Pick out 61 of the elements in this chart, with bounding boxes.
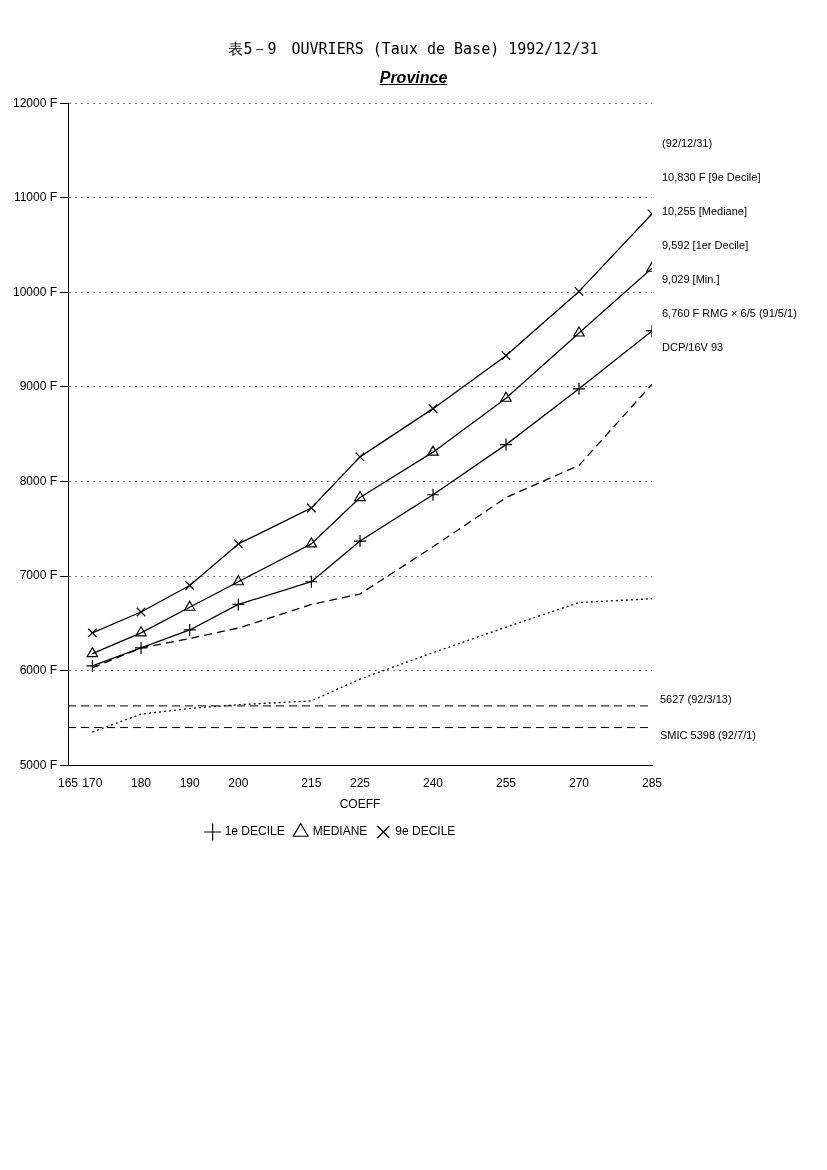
x-tick-label: 165: [58, 775, 79, 790]
chart-subtitle: Province: [378, 69, 449, 87]
point: [232, 575, 245, 586]
point: [86, 647, 99, 658]
x-tick-label: 215: [301, 775, 322, 790]
x-tick-label: 240: [423, 775, 444, 790]
point: [304, 575, 318, 589]
point: [572, 382, 586, 396]
point: [426, 488, 440, 502]
text: 9,029 [Min.]: [662, 273, 720, 287]
y-tick-label: 12000 F: [12, 95, 58, 110]
point: [136, 607, 146, 617]
legend-label: 9e DECILE: [395, 824, 456, 839]
y-tick-label: 7000 F: [19, 568, 58, 583]
x-axis-title: COEFF: [339, 797, 381, 812]
x-tick-label: 190: [179, 775, 201, 790]
point: [354, 490, 366, 502]
point: [134, 641, 148, 655]
point: [501, 350, 511, 361]
text: 10,255 [Mediane]: [662, 205, 748, 219]
text: (92/12/31): [662, 137, 713, 151]
point: [573, 326, 585, 337]
point: [184, 580, 195, 591]
point: [574, 286, 584, 297]
point: [233, 539, 244, 549]
point: [355, 452, 365, 462]
x-tick-label: 270: [568, 775, 590, 790]
text: 10,830 F [9e Decile]: [662, 171, 761, 185]
legend-label: MEDIANE: [312, 824, 368, 839]
x-tick-label: 225: [350, 775, 371, 790]
point: [87, 627, 98, 638]
point: [305, 537, 318, 548]
y-tick-label: 5000 F: [19, 757, 58, 772]
x-tick-label: 180: [131, 775, 152, 790]
legend-label: 1e DECILE: [224, 824, 285, 839]
point: [427, 445, 439, 456]
point: [500, 391, 512, 402]
x-tick-label: 255: [495, 775, 517, 790]
point: [183, 600, 196, 611]
point: [353, 534, 367, 548]
chart-title: 表5－9 OUVRIERS (Taux de Base) 1992/12/31: [227, 40, 600, 59]
point: [85, 659, 99, 673]
y-tick-label: 10000 F: [12, 284, 58, 299]
point: [499, 438, 513, 452]
text: 6,760 F RMG × 6/5 (91/5/1): [662, 307, 797, 321]
ref-line-label: 5627 (92/3/13): [660, 692, 732, 706]
point: [183, 623, 197, 637]
text: DCP/16V 93: [662, 341, 724, 355]
ref-line-label: SMIC 5398 (92/7/1): [660, 728, 756, 742]
x-tick-label: 285: [641, 775, 663, 790]
y-tick-label: 9000 F: [19, 379, 58, 394]
point: [306, 503, 317, 513]
text: 9,592 [1er Decile]: [662, 239, 749, 253]
x-tick-label: 200: [228, 775, 249, 790]
point: [231, 597, 245, 612]
x-tick-label: 170: [82, 775, 103, 790]
y-tick-label: 8000 F: [19, 473, 58, 488]
point: [135, 626, 147, 637]
y-tick-label: 11000 F: [13, 190, 58, 205]
y-tick-label: 6000 F: [19, 662, 58, 677]
point: [428, 403, 438, 414]
